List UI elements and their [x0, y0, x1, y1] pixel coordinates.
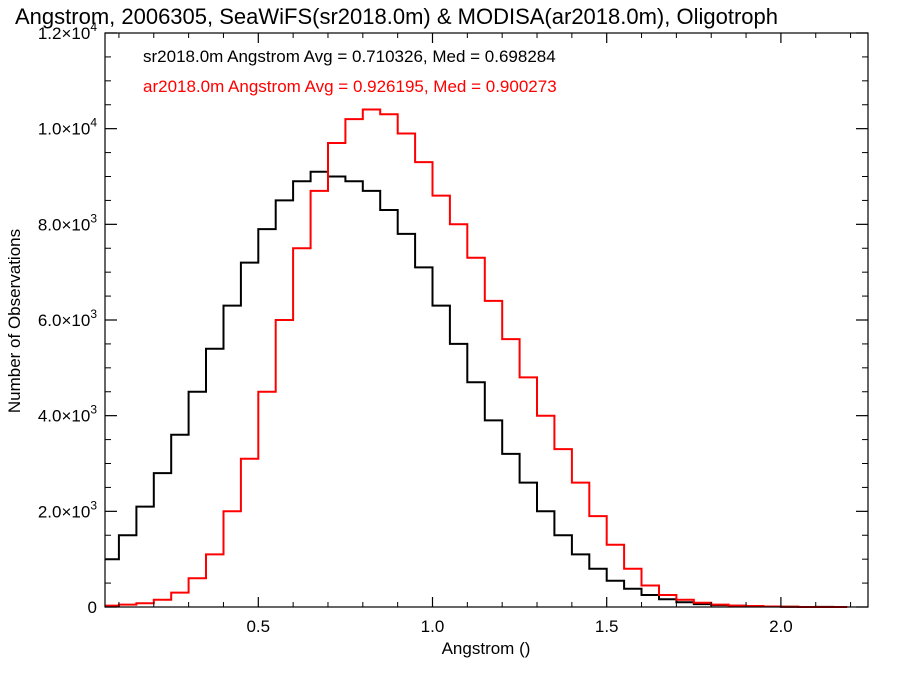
legend-entry-ar2018: ar2018.0m Angstrom Avg = 0.926195, Med =…: [143, 77, 557, 96]
y-tick-label: 4.0×103: [38, 403, 97, 426]
legend-entry-sr2018: sr2018.0m Angstrom Avg = 0.710326, Med =…: [143, 47, 556, 66]
x-axis-label: Angstrom (): [442, 639, 531, 658]
chart-title: Angstrom, 2006305, SeaWiFS(sr2018.0m) & …: [15, 4, 778, 29]
x-tick-label: 2.0: [769, 617, 793, 636]
series-layer: [105, 108, 848, 608]
y-tick-label: 1.2×104: [38, 20, 97, 43]
y-tick-label: 1.0×104: [38, 116, 97, 139]
histogram-series-2: [105, 108, 848, 608]
y-tick-label: 8.0×103: [38, 211, 97, 234]
y-axis-label: Number of Observations: [5, 229, 24, 413]
y-tick-label: 6.0×103: [38, 307, 97, 330]
y-tick-label: 0: [88, 598, 97, 617]
x-tick-label: 1.0: [421, 617, 445, 636]
histogram-series-1: [105, 170, 848, 608]
x-tick-label: 1.5: [595, 617, 619, 636]
plot-frame: [104, 32, 869, 608]
axes-layer: 0.5 1.0 1.5 2.0 0 2.0×103 4.0×103 6.0×103 8.0×10…: [38, 20, 869, 636]
y-tick-label: 2.0×103: [38, 498, 97, 521]
x-tick-label: 0.5: [246, 617, 270, 636]
